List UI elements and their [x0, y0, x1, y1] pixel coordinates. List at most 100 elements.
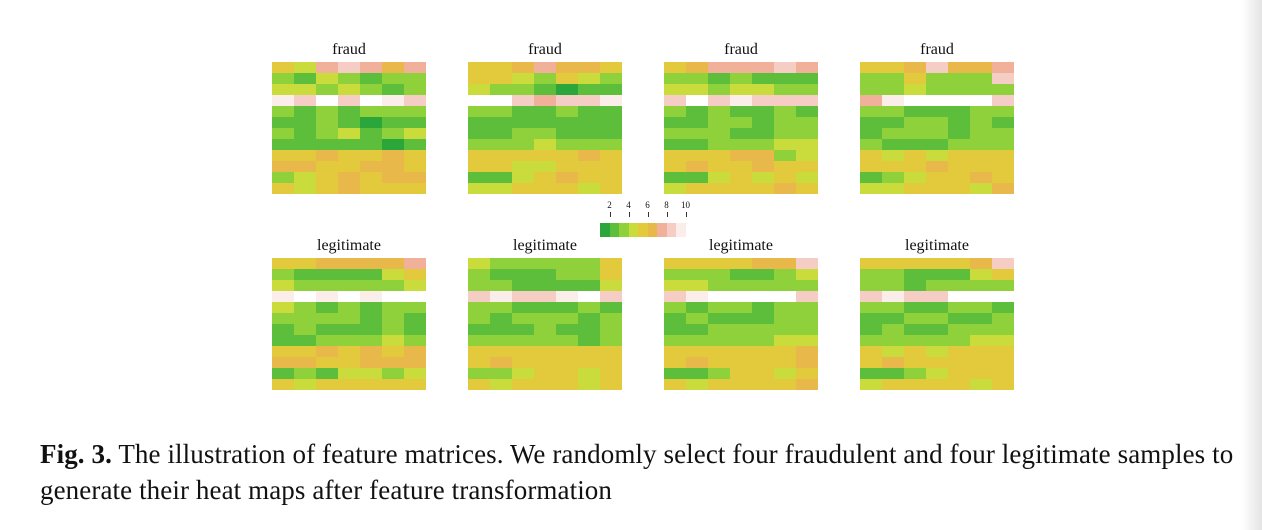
heatmap-cell	[600, 84, 622, 95]
heatmap-cell	[272, 302, 294, 313]
heatmap-cell	[730, 84, 752, 95]
heatmap-cell	[382, 172, 404, 183]
heatmap-cell	[926, 139, 948, 150]
heatmap-cell	[882, 84, 904, 95]
heatmap-cell	[534, 357, 556, 368]
heatmap-cell	[730, 183, 752, 194]
heatmap-cell	[404, 84, 426, 95]
heatmap-cell	[948, 368, 970, 379]
heatmap-cell	[882, 346, 904, 357]
heatmap-cell	[468, 379, 490, 390]
heatmap-cell	[382, 84, 404, 95]
heatmap-cell	[686, 280, 708, 291]
heatmap-cell	[730, 73, 752, 84]
heatmap-cell	[490, 139, 512, 150]
heatmap-cell	[382, 335, 404, 346]
heatmap-cell	[382, 269, 404, 280]
heatmap-cell	[882, 269, 904, 280]
heatmap-cell	[796, 117, 818, 128]
heatmap-cell	[708, 258, 730, 269]
heatmap-cell	[600, 73, 622, 84]
heatmap-cell	[926, 172, 948, 183]
heatmap-cell	[882, 172, 904, 183]
heatmap-cell	[382, 106, 404, 117]
heatmap-title: legitimate	[905, 237, 969, 254]
heatmap-cell	[468, 95, 490, 106]
heatmap-cell	[404, 161, 426, 172]
heatmap-cell	[992, 258, 1014, 269]
heatmap-cell	[730, 346, 752, 357]
heatmap-cell	[664, 280, 686, 291]
heatmap-cell	[468, 291, 490, 302]
heatmap-matrix	[664, 258, 818, 390]
heatmap-cell	[468, 280, 490, 291]
heatmap-cell	[992, 368, 1014, 379]
colorbar-segment	[676, 223, 686, 237]
heatmap-cell	[774, 128, 796, 139]
heatmap-cell	[316, 150, 338, 161]
heatmap-cell	[860, 258, 882, 269]
heatmap-cell	[992, 346, 1014, 357]
heatmap-cell	[490, 313, 512, 324]
heatmap-cell	[578, 73, 600, 84]
heatmap-cell	[992, 302, 1014, 313]
heatmap-cell	[774, 73, 796, 84]
heatmap-cell	[752, 139, 774, 150]
heatmap-cell	[992, 62, 1014, 73]
heatmap-cell	[970, 183, 992, 194]
heatmap-cell	[796, 139, 818, 150]
heatmap-cell	[600, 172, 622, 183]
heatmap-cell	[708, 346, 730, 357]
heatmap-cell	[316, 183, 338, 194]
heatmap-cell	[272, 73, 294, 84]
heatmap-cell	[404, 357, 426, 368]
colorbar-tick-label: 10	[681, 200, 690, 210]
heatmap-cell	[578, 172, 600, 183]
heatmap-matrix	[860, 258, 1014, 390]
heatmap-cell	[578, 368, 600, 379]
heatmap-cell	[578, 291, 600, 302]
heatmap-cell	[578, 95, 600, 106]
heatmap-cell	[882, 357, 904, 368]
heatmap-cell	[534, 106, 556, 117]
heatmap-cell	[992, 117, 1014, 128]
heatmap-cell	[796, 95, 818, 106]
heatmap-cell	[948, 150, 970, 161]
heatmap-matrix	[468, 62, 622, 194]
heatmap-cell	[926, 346, 948, 357]
heatmap-cell	[948, 95, 970, 106]
heatmap-cell	[360, 95, 382, 106]
heatmap-cell	[600, 379, 622, 390]
heatmap-cell	[512, 324, 534, 335]
heatmap-title: fraud	[920, 41, 954, 58]
heatmap-cell	[556, 62, 578, 73]
heatmap-cell	[534, 280, 556, 291]
heatmap-cell	[600, 368, 622, 379]
colorbar-segment	[657, 223, 667, 237]
heatmap-cell	[970, 379, 992, 390]
heatmap-cell	[316, 139, 338, 150]
heatmap-cell	[272, 335, 294, 346]
heatmap-cell	[664, 346, 686, 357]
heatmap-cell	[534, 117, 556, 128]
heatmap-cell	[774, 357, 796, 368]
heatmap-cell	[686, 335, 708, 346]
heatmap-cell	[404, 73, 426, 84]
heatmap-cell	[926, 84, 948, 95]
heatmap-cell	[664, 313, 686, 324]
heatmap-cell	[796, 379, 818, 390]
heatmap-cell	[468, 357, 490, 368]
heatmap-cell	[708, 106, 730, 117]
heatmap-cell	[904, 258, 926, 269]
heatmap-cell	[468, 258, 490, 269]
heatmap-cell	[948, 269, 970, 280]
heatmap-cell	[360, 172, 382, 183]
heatmap-cell	[904, 172, 926, 183]
heatmap-cell	[578, 84, 600, 95]
colorbar-tick-label: 2	[607, 200, 612, 210]
heatmap-cell	[600, 269, 622, 280]
heatmap-cell	[860, 172, 882, 183]
heatmap-cell	[512, 368, 534, 379]
heatmap-cell	[316, 313, 338, 324]
heatmap-cell	[294, 346, 316, 357]
